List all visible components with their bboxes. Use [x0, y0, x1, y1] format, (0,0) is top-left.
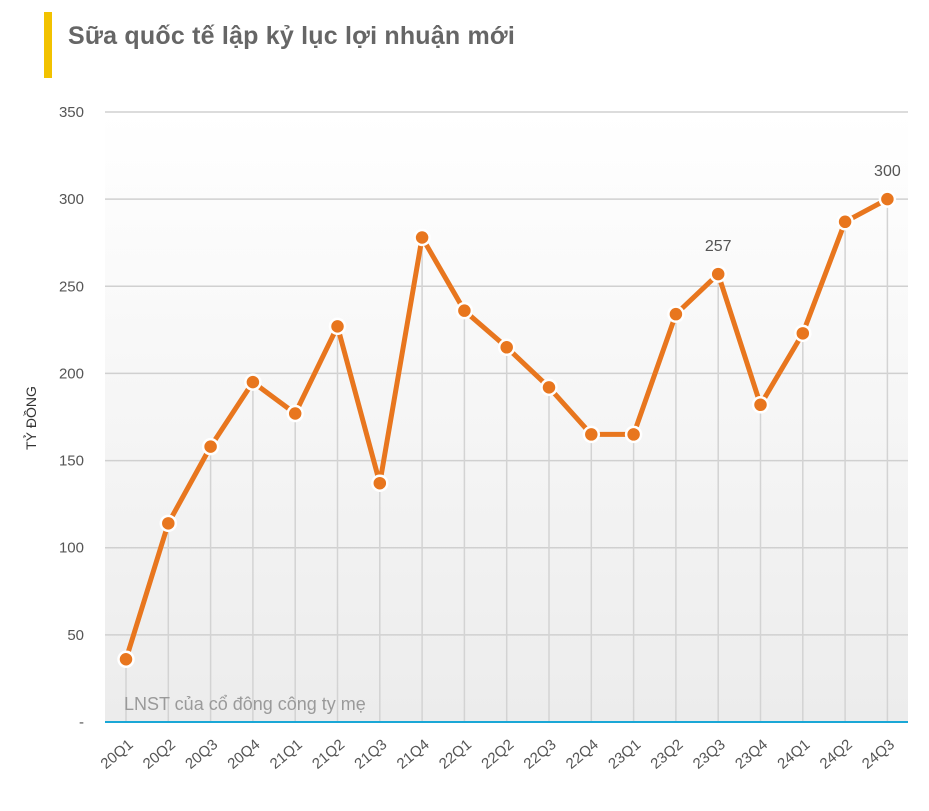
data-point: [455, 301, 474, 320]
series-legend-label: LNST của cổ đông công ty mẹ: [124, 694, 366, 714]
title-accent-bar: [44, 12, 52, 78]
x-tick-label: 21Q4: [394, 736, 433, 773]
x-tick-label: 23Q2: [647, 736, 686, 773]
x-tick-label: 24Q1: [774, 736, 813, 773]
data-point: [751, 396, 770, 414]
y-tick-label: 300: [59, 191, 84, 208]
y-tick-label: -: [79, 714, 84, 731]
data-point: [201, 437, 220, 456]
data-point: [286, 404, 304, 423]
x-tick-label: 20Q3: [182, 736, 221, 773]
x-tick-label: 24Q2: [817, 736, 856, 773]
data-point: [328, 317, 347, 336]
y-tick-label: 150: [59, 453, 84, 470]
data-point: [794, 324, 812, 343]
y-axis-label: TỶ ĐỒNG: [22, 386, 39, 450]
data-point: [244, 373, 262, 391]
y-tick-label: 100: [59, 540, 84, 557]
x-tick-label: 22Q1: [436, 736, 475, 773]
data-point: [540, 378, 558, 397]
data-point: [413, 228, 431, 247]
y-tick-label: 250: [59, 278, 84, 295]
x-tick-label: 20Q1: [98, 736, 137, 773]
x-tick-label: 20Q2: [140, 736, 179, 773]
data-point: [371, 474, 389, 492]
x-tick-label: 24Q3: [859, 736, 898, 773]
y-tick-label: 50: [67, 627, 84, 644]
x-tick-label: 21Q2: [309, 736, 348, 773]
x-tick-label: 21Q3: [351, 736, 390, 773]
data-point: [709, 265, 727, 283]
data-point: [159, 514, 178, 533]
data-point: [497, 338, 516, 357]
x-tick-label: 21Q1: [267, 736, 306, 773]
x-tick-label: 22Q4: [563, 736, 602, 773]
data-point: [582, 425, 601, 444]
y-tick-label: 200: [59, 365, 84, 382]
data-point: [836, 213, 854, 231]
x-tick-label: 22Q3: [521, 736, 560, 773]
x-tick-label: 23Q4: [732, 736, 771, 773]
data-point: [117, 650, 135, 669]
x-tick-label: 23Q3: [690, 736, 729, 773]
data-point: [667, 305, 685, 323]
x-tick-label: 23Q1: [605, 736, 644, 773]
x-tick-label: 22Q2: [478, 736, 517, 773]
data-point: [878, 190, 897, 208]
data-point: [624, 425, 643, 444]
data-label: 300: [874, 163, 901, 180]
y-tick-label: 350: [59, 104, 84, 121]
chart-title: Sữa quốc tế lập kỷ lục lợi nhuận mới: [68, 22, 516, 50]
x-tick-label: 20Q4: [224, 736, 263, 773]
data-label: 257: [705, 238, 732, 255]
